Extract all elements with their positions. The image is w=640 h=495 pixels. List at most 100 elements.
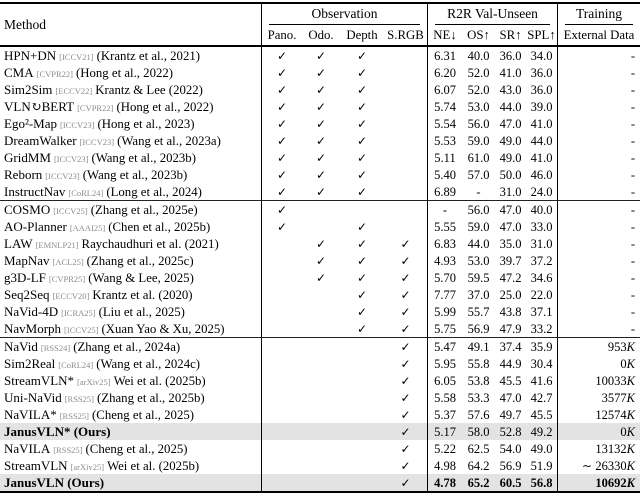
external-data-unit: K [626, 339, 635, 354]
method-cell: Uni-NaVid [RSS25] (Zhang et al., 2025b) [0, 389, 262, 406]
pano-checkmark: ✓ [276, 99, 288, 114]
spl-value: 36.0 [526, 81, 558, 98]
column-header-depth: Depth [346, 28, 378, 42]
external-data-unit: K [626, 458, 635, 473]
external-data-value: - [630, 270, 635, 285]
external-data-cell: 3577 K [558, 389, 640, 406]
spl-value: 42.7 [526, 389, 558, 406]
sr-value: 47.0 [499, 202, 522, 217]
depth-checkmark: ✓ [356, 65, 368, 80]
spl-value: 49.0 [526, 440, 558, 457]
method-name: g3D-LF [4, 269, 46, 285]
table-row: LAW [EMNLP21] Raychaudhuri et al. (2021)… [0, 235, 640, 252]
r2r-underline [435, 24, 550, 25]
srgb-checkmark: ✓ [384, 389, 428, 406]
external-data-cell: - [558, 149, 640, 166]
method-name: Reborn [4, 166, 43, 182]
table-row: NaVid-4D [ICRA25] (Liu et al., 2025) ✓ ✓… [0, 303, 640, 320]
external-data-unit: K [626, 373, 635, 388]
odo-checkmark: ✓ [315, 48, 327, 63]
srgb-checkmark: ✓ [384, 372, 428, 389]
method-cell: HPN+DN [ICCV21] (Krantz et al., 2021) [0, 47, 262, 64]
method-name: AO-Planner [4, 218, 67, 234]
srgb-checkmark [384, 98, 428, 115]
ne-value: 7.77 [434, 287, 456, 302]
os-value: 53.0 [467, 253, 490, 268]
external-data-value: - [630, 202, 635, 217]
ne-value: 5.58 [434, 390, 456, 405]
os-value: 56.0 [467, 202, 490, 217]
os-value: 55.7 [467, 304, 490, 319]
odo-checkmark: ✓ [315, 270, 327, 285]
spl-value: 34.6 [526, 269, 558, 286]
citation: (Chen et al., 2025b) [108, 219, 211, 234]
pano-checkmark: ✓ [276, 48, 288, 63]
column-header-method: Method [0, 4, 262, 45]
depth-checkmark [340, 201, 384, 218]
spl-value: 36.0 [526, 64, 558, 81]
table-group-other-observation-methods: COSMO [ICCV25] (Zhang et al., 2025e) ✓ -… [0, 200, 640, 337]
method-name: CMA [4, 64, 34, 80]
os-value: - [476, 184, 481, 199]
external-data-value: 12574 [595, 407, 627, 422]
depth-checkmark: ✓ [356, 287, 368, 302]
method-name: Sim2Sim [4, 81, 53, 97]
odo-checkmark [302, 303, 340, 320]
venue-tag: [RSS24] [40, 342, 71, 353]
header-group-row: Observation R2R Val-Unseen Training [262, 4, 640, 25]
table-group-panoramic-methods: HPN+DN [ICCV21] (Krantz et al., 2021) ✓ … [0, 47, 640, 200]
pano-checkmark [262, 389, 302, 406]
venue-tag: [RSS25] [59, 410, 90, 421]
external-data-cell: - [558, 132, 640, 149]
pano-checkmark [262, 406, 302, 423]
citation: (Cheng et al., 2025) [85, 441, 188, 456]
srgb-checkmark: ✓ [384, 440, 428, 457]
external-data-value: - [630, 287, 635, 302]
table-row: StreamVLN* [arXiv25] Wei et al. (2025b) … [0, 372, 640, 389]
srgb-checkmark: ✓ [384, 252, 428, 269]
citation: Raychaudhuri et al. (2021) [81, 236, 219, 251]
external-data-cell: - [558, 320, 640, 337]
os-value: 44.0 [467, 236, 490, 251]
external-data-value: - [630, 253, 635, 268]
os-value: 40.0 [467, 48, 490, 63]
pano-checkmark [262, 474, 302, 491]
odo-checkmark [302, 218, 340, 235]
sr-value: 47.2 [499, 270, 522, 285]
column-header-ne: NE↓ [433, 28, 457, 42]
depth-checkmark [340, 338, 384, 355]
os-value: 59.0 [467, 133, 490, 148]
pano-checkmark [262, 372, 302, 389]
table-row: JanusVLN (Ours) ✓ 4.78 65.2 60.5 56.8 10… [0, 474, 640, 491]
srgb-checkmark [384, 132, 428, 149]
header-right: Observation R2R Val-Unseen Training Pano… [262, 4, 640, 45]
depth-checkmark: ✓ [356, 253, 368, 268]
column-group-training-label: Training [575, 6, 622, 21]
sr-value: 49.0 [499, 150, 522, 165]
spl-value: 46.0 [526, 166, 558, 183]
ne-value: 5.53 [434, 133, 456, 148]
venue-tag: [CoRL24] [58, 359, 94, 370]
venue-tag: [ICCV23] [60, 119, 95, 130]
table-row: MapNav [ACL25] (Zhang et al., 2025c) ✓ ✓… [0, 252, 640, 269]
depth-checkmark [340, 389, 384, 406]
table-row: VLN↻BERT [CVPR22] (Hong et al., 2022) ✓ … [0, 98, 640, 115]
external-data-unit: K [626, 441, 635, 456]
depth-checkmark [340, 440, 384, 457]
odo-checkmark [302, 474, 340, 491]
spl-value: 41.0 [526, 115, 558, 132]
table-row: InstructNav [CoRL24] (Long et al., 2024)… [0, 183, 640, 200]
srgb-checkmark: ✓ [384, 303, 428, 320]
external-data-value: - [630, 99, 635, 114]
citation: (Wang et al., 2024c) [96, 356, 201, 371]
venue-tag: [ICCV23] [53, 153, 89, 164]
sr-value: 43.0 [499, 82, 522, 97]
external-data-cell: - [558, 98, 640, 115]
external-data-cell: - [558, 235, 640, 252]
external-data-cell: - [558, 201, 640, 218]
os-value: 61.0 [467, 150, 490, 165]
srgb-checkmark: ✓ [384, 269, 428, 286]
srgb-checkmark: ✓ [384, 286, 428, 303]
table-row: JanusVLN* (Ours) ✓ 5.17 58.0 52.8 49.2 0… [0, 423, 640, 440]
pano-checkmark: ✓ [276, 65, 288, 80]
